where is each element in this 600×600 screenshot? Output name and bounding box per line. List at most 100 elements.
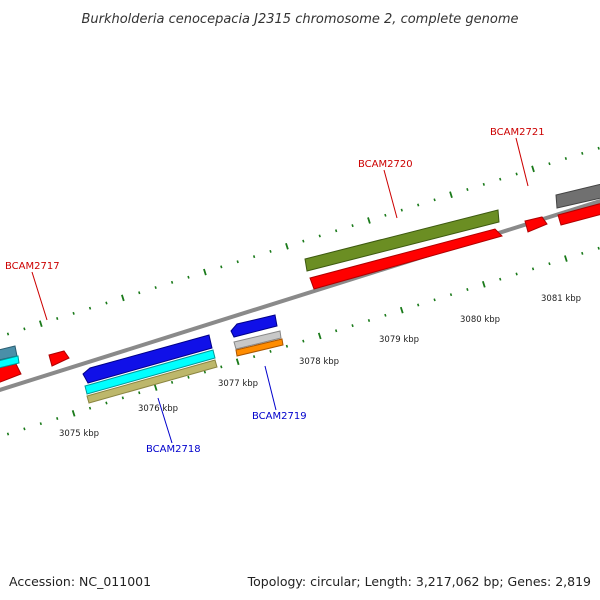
- accession-text: Accession: NC_011001: [9, 574, 151, 589]
- minor-tick: [105, 301, 108, 305]
- minor-tick: [499, 277, 502, 281]
- gene-label-bcam2720[interactable]: BCAM2720: [358, 159, 413, 170]
- cds-red-bcam2721[interactable]: [524, 216, 548, 233]
- minor-tick: [170, 280, 174, 284]
- leader-bcam2718: [157, 397, 173, 444]
- minor-tick: [23, 427, 26, 431]
- minor-tick: [105, 401, 108, 405]
- gene-bar-grey-right[interactable]: [555, 182, 600, 209]
- minor-tick: [581, 251, 584, 255]
- minor-tick: [252, 255, 256, 259]
- minor-tick: [138, 291, 141, 295]
- gene-label-bcam2717[interactable]: BCAM2717: [5, 261, 60, 272]
- map-title: Burkholderia cenocepacia J2315 chromosom…: [81, 12, 518, 27]
- minor-tick: [400, 208, 403, 212]
- minor-tick: [6, 432, 10, 436]
- minor-tick: [318, 234, 321, 238]
- scale-label-3081: 3081 kbp: [541, 294, 581, 304]
- minor-tick: [548, 162, 551, 166]
- scale-label-3076: 3076 kbp: [138, 404, 178, 414]
- minor-tick: [433, 198, 436, 202]
- minor-tick: [515, 272, 518, 276]
- minor-tick: [564, 157, 568, 161]
- scale-label-3075: 3075 kbp: [59, 429, 99, 439]
- minor-tick: [121, 396, 125, 400]
- scale-label-3077: 3077 kbp: [218, 379, 258, 389]
- minor-tick: [285, 344, 289, 348]
- cds-red-bcam2720[interactable]: [309, 228, 503, 290]
- minor-tick: [72, 311, 75, 315]
- minor-tick: [170, 380, 174, 384]
- minor-tick: [417, 203, 420, 207]
- minor-tick: [417, 303, 420, 307]
- minor-tick: [88, 406, 92, 410]
- genome-stats-text: Topology: circular; Length: 3,217,062 bp…: [247, 574, 591, 589]
- scale-label-3080: 3080 kbp: [460, 315, 500, 325]
- map-plot-area: 3075 kbp 3076 kbp 3077 kbp 3078 kbp 3079…: [0, 127, 600, 455]
- minor-tick: [138, 391, 141, 395]
- minor-tick: [154, 286, 157, 290]
- minor-tick: [56, 317, 59, 321]
- minor-tick: [203, 370, 207, 374]
- major-tick: [235, 358, 240, 366]
- minor-tick: [187, 375, 190, 379]
- minor-tick: [302, 339, 305, 343]
- major-tick: [285, 242, 289, 250]
- leader-bcam2720: [383, 169, 398, 219]
- gene-bar-bcam2718-khaki[interactable]: [86, 359, 218, 404]
- scale-label-3079: 3079 kbp: [379, 335, 419, 345]
- gene-label-bcam2718[interactable]: BCAM2718: [146, 444, 201, 455]
- scale-label-3078: 3078 kbp: [299, 357, 339, 367]
- leader-bcam2717: [31, 271, 48, 321]
- forward-tick-track: [6, 146, 600, 336]
- gene-bar-bcam2719-orange[interactable]: [235, 338, 284, 357]
- gene-bar-bcam2720[interactable]: [304, 209, 500, 272]
- reverse-tick-track: [6, 246, 600, 436]
- major-tick: [203, 268, 207, 276]
- minor-tick: [466, 188, 469, 191]
- chromosome-backbone: [0, 199, 600, 392]
- minor-tick: [351, 324, 354, 328]
- gene-bar-bcam2718-cyan[interactable]: [84, 349, 216, 395]
- major-tick: [153, 384, 158, 391]
- minor-tick: [499, 177, 502, 181]
- minor-tick: [187, 275, 190, 279]
- leader-bcam2721: [515, 137, 529, 187]
- minor-tick: [384, 313, 387, 317]
- minor-tick: [269, 349, 272, 353]
- minor-tick: [548, 262, 551, 266]
- gene-label-bcam2721[interactable]: BCAM2721: [490, 127, 545, 138]
- gene-bar-bcam2719-blue[interactable]: [230, 314, 278, 338]
- cds-red-bcam2717[interactable]: [48, 350, 70, 367]
- minor-tick: [466, 288, 469, 291]
- minor-tick: [581, 151, 584, 155]
- gene-bar-bcam2719-silver[interactable]: [233, 330, 282, 350]
- minor-tick: [384, 213, 387, 217]
- minor-tick: [433, 298, 436, 302]
- minor-tick: [6, 332, 10, 336]
- minor-tick: [482, 182, 485, 186]
- minor-tick: [597, 246, 600, 250]
- minor-tick: [39, 422, 42, 426]
- major-tick: [399, 306, 404, 314]
- major-tick: [39, 320, 43, 328]
- major-tick: [367, 217, 371, 224]
- gene-bar-cyan-left[interactable]: [0, 355, 20, 370]
- major-tick: [71, 410, 76, 417]
- minor-tick: [515, 172, 518, 176]
- major-tick: [531, 165, 535, 173]
- minor-tick: [334, 229, 338, 233]
- major-tick: [482, 281, 486, 288]
- gene-bar-bcam2718-blue[interactable]: [82, 334, 213, 384]
- cds-red-right-edge[interactable]: [557, 201, 600, 226]
- minor-tick: [449, 293, 453, 297]
- gene-label-bcam2719[interactable]: BCAM2719: [252, 411, 307, 422]
- minor-tick: [236, 260, 239, 264]
- minor-tick: [220, 365, 223, 369]
- major-tick: [121, 294, 125, 302]
- minor-tick: [531, 267, 535, 271]
- leader-bcam2719: [264, 365, 277, 411]
- minor-tick: [269, 249, 272, 253]
- minor-tick: [88, 306, 92, 310]
